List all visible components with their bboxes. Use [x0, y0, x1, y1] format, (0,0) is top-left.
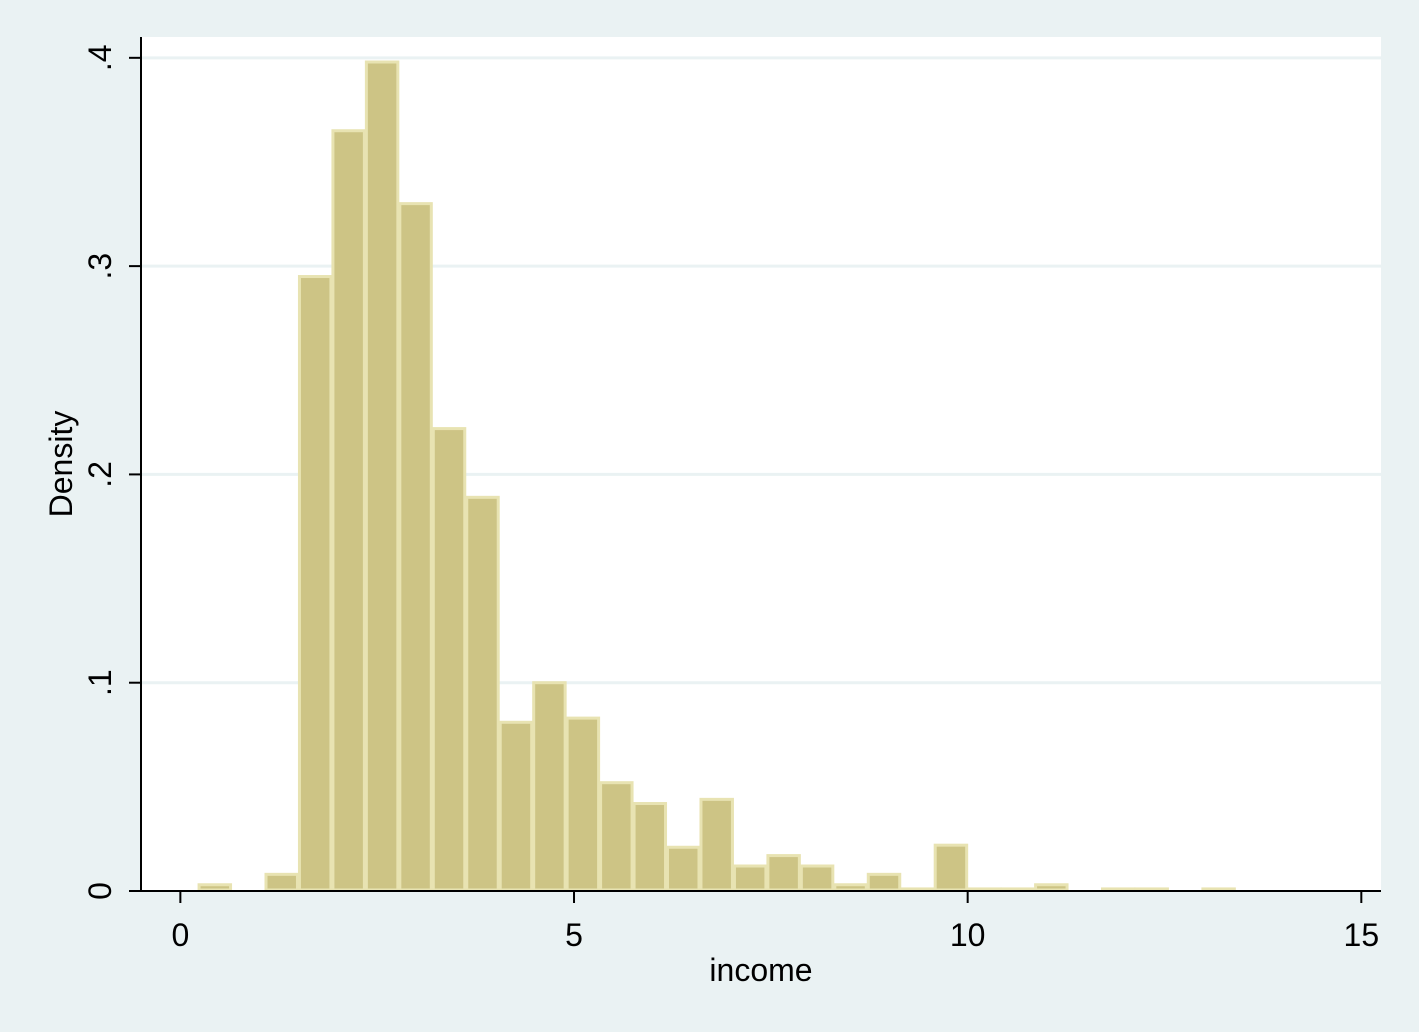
histogram-bar: [1201, 887, 1236, 892]
y-tick-label: 0: [82, 882, 118, 900]
histogram-bar: [967, 887, 1002, 892]
histogram-bar: [297, 275, 333, 892]
y-tick-label: .4: [82, 44, 118, 71]
histogram-bar: [833, 883, 868, 892]
x-tick-label: 10: [950, 917, 986, 953]
x-ticks: 0 5 10 15: [171, 891, 1379, 953]
histogram-bar: [465, 495, 500, 892]
histogram-bar: [632, 802, 668, 892]
y-ticks: 0 .1 .2 .3 .4: [82, 44, 141, 900]
histogram-bar: [565, 716, 601, 892]
histogram-bar: [398, 202, 433, 892]
histogram-bar: [933, 843, 969, 892]
histogram-bar: [364, 60, 400, 892]
axes: [140, 37, 1381, 892]
histogram-bar: [699, 797, 734, 892]
y-tick-label: .2: [82, 461, 118, 488]
histogram-bar: [732, 864, 768, 892]
histogram-bar: [766, 854, 801, 892]
histogram-bar: [331, 129, 366, 892]
bars: [197, 60, 1236, 892]
histogram-bar: [1034, 883, 1069, 892]
histogram-bar: [532, 681, 567, 892]
histogram-bar: [498, 720, 534, 892]
x-axis-title: income: [709, 952, 812, 988]
histogram-bar: [599, 781, 634, 892]
histogram-bar: [264, 872, 299, 892]
x-tick-label: 0: [171, 917, 189, 953]
histogram-bar: [666, 845, 701, 892]
histogram-bar: [1134, 887, 1169, 892]
histogram-bar: [197, 883, 233, 892]
x-tick-label: 15: [1344, 917, 1380, 953]
histogram-bar: [866, 872, 902, 892]
histogram-bar: [1000, 887, 1036, 892]
y-tick-label: .1: [82, 669, 118, 696]
y-tick-label: .3: [82, 253, 118, 280]
histogram-bar: [900, 887, 935, 892]
histogram-bar: [799, 864, 835, 892]
x-tick-label: 5: [565, 917, 583, 953]
histogram-bar: [1101, 887, 1136, 892]
y-axis-title: Density: [43, 411, 79, 518]
histogram-bar: [431, 427, 467, 892]
